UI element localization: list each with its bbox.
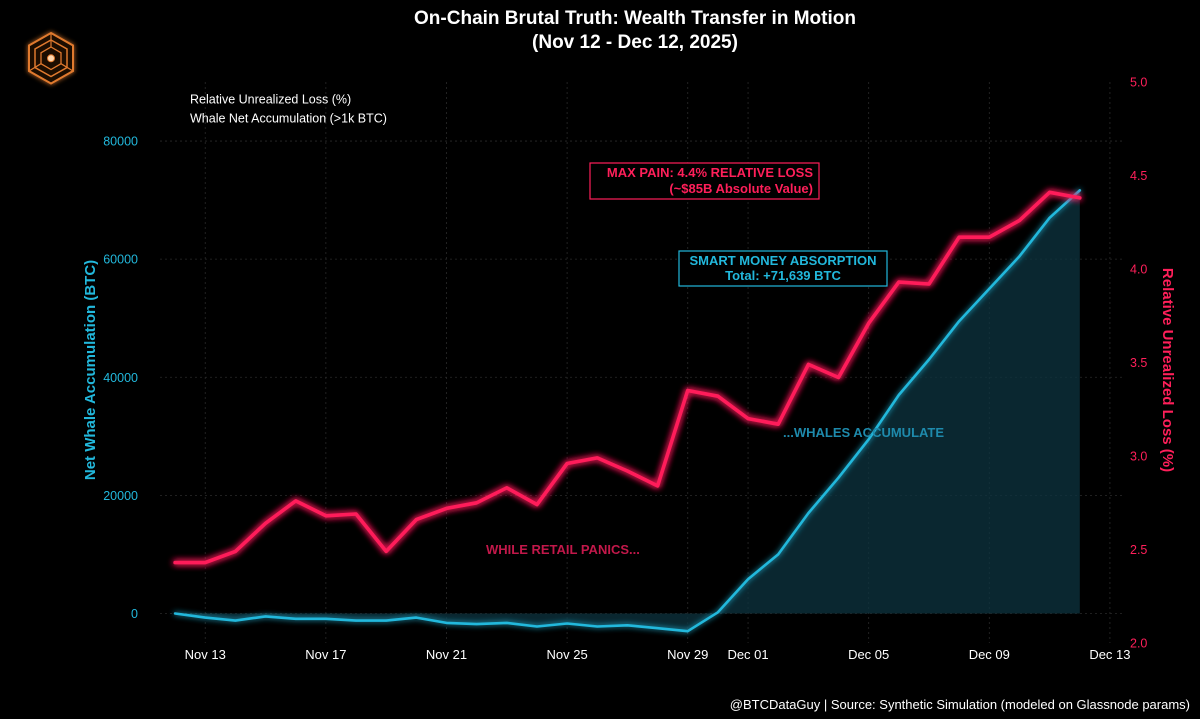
legend-label-whale: Whale Net Accumulation (>1k BTC) bbox=[190, 112, 387, 126]
annotation-smart-money-line1: SMART MONEY ABSORPTION bbox=[689, 253, 876, 268]
y-right-tick-label: 2.5 bbox=[1130, 543, 1147, 557]
series-lines bbox=[173, 189, 1082, 633]
y-right-tick-label: 4.0 bbox=[1130, 263, 1147, 277]
whale-area bbox=[175, 190, 1080, 632]
whale-area-fill bbox=[175, 190, 1080, 632]
y-axis-right: 2.0 2.5 3.0 3.5 4.0 4.5 5.0 bbox=[1130, 76, 1147, 651]
annotation-smart-money-line2: Total: +71,639 BTC bbox=[725, 268, 841, 283]
x-tick-label: Nov 21 bbox=[426, 647, 467, 662]
legend-label-loss: Relative Unrealized Loss (%) bbox=[190, 93, 351, 107]
y-left-tick-label: 40000 bbox=[103, 371, 138, 385]
y-left-axis-label: Net Whale Accumulation (BTC) bbox=[82, 260, 99, 480]
x-tick-label: Dec 09 bbox=[969, 647, 1010, 662]
x-axis: Nov 13 Nov 17 Nov 21 Nov 25 Nov 29 Dec 01 Dec … bbox=[185, 647, 1131, 662]
annotation-max-pain: MAX PAIN: 4.4% RELATIVE LOSS (~$85B Abso… bbox=[589, 162, 820, 200]
x-tick-label: Nov 13 bbox=[185, 647, 226, 662]
y-right-tick-label: 3.5 bbox=[1130, 356, 1147, 370]
chart-title: On-Chain Brutal Truth: Wealth Transfer i… bbox=[414, 8, 856, 29]
x-tick-label: Nov 17 bbox=[305, 647, 346, 662]
x-tick-label: Dec 01 bbox=[727, 647, 768, 662]
y-right-tick-label: 5.0 bbox=[1130, 76, 1147, 90]
y-right-tick-label: 4.5 bbox=[1130, 169, 1147, 183]
y-axis-left: 0 20000 40000 60000 80000 bbox=[103, 135, 138, 621]
annotation-max-pain-line1: MAX PAIN: 4.4% RELATIVE LOSS bbox=[607, 165, 813, 180]
x-tick-label: Dec 13 bbox=[1089, 647, 1130, 662]
x-tick-label: Nov 25 bbox=[547, 647, 588, 662]
y-left-tick-label: 20000 bbox=[103, 489, 138, 503]
y-right-tick-label: 2.0 bbox=[1130, 637, 1147, 651]
y-left-tick-label: 0 bbox=[131, 607, 138, 621]
x-tick-label: Dec 05 bbox=[848, 647, 889, 662]
annotation-whales: ...WHALES ACCUMULATE bbox=[783, 425, 944, 440]
x-tick-label: Nov 29 bbox=[667, 647, 708, 662]
hexagon-maze-logo-icon bbox=[28, 31, 74, 85]
legend: Relative Unrealized Loss (%) Whale Net A… bbox=[152, 93, 387, 126]
chart-subtitle: (Nov 12 - Dec 12, 2025) bbox=[532, 32, 738, 53]
y-right-tick-label: 3.0 bbox=[1130, 450, 1147, 464]
annotation-max-pain-line2: (~$85B Absolute Value) bbox=[669, 181, 813, 196]
footer-credit: @BTCDataGuy | Source: Synthetic Simulati… bbox=[730, 697, 1190, 712]
y-left-tick-label: 60000 bbox=[103, 253, 138, 267]
annotation-smart-money: SMART MONEY ABSORPTION Total: +71,639 BT… bbox=[678, 250, 888, 287]
y-right-axis-label: Relative Unrealized Loss (%) bbox=[1159, 268, 1176, 472]
annotation-retail: WHILE RETAIL PANICS... bbox=[486, 542, 640, 557]
y-left-tick-label: 80000 bbox=[103, 135, 138, 149]
